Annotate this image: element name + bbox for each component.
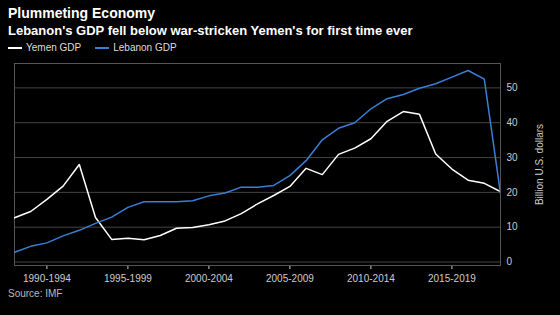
svg-text:1990-1994: 1990-1994 (23, 273, 71, 284)
svg-text:2010-2014: 2010-2014 (347, 273, 395, 284)
html-text:Source: IMF: Source: IMF (8, 288, 63, 299)
svg-text:40: 40 (507, 117, 519, 128)
svg-text:2000-2004: 2000-2004 (185, 273, 233, 284)
svg-text:0: 0 (507, 256, 513, 267)
html-text:Plummeting Economy: Plummeting Economy (8, 5, 155, 21)
svg-text:1995-1999: 1995-1999 (104, 273, 152, 284)
html-text:Yemen GDP: Yemen GDP (26, 42, 82, 53)
html-text:Lebanon's GDP fell below war-s: Lebanon's GDP fell below war-stricken Ye… (8, 23, 413, 38)
svg-text:10: 10 (507, 221, 519, 232)
svg-text:20: 20 (507, 187, 519, 198)
svg-text:Billion U.S. dollars: Billion U.S. dollars (534, 124, 545, 205)
svg-text:50: 50 (507, 82, 519, 93)
html-text:Lebanon GDP: Lebanon GDP (113, 42, 177, 53)
svg-text:2005-2009: 2005-2009 (266, 273, 314, 284)
svg-text:2015-2019: 2015-2019 (428, 273, 476, 284)
svg-text:30: 30 (507, 152, 519, 163)
